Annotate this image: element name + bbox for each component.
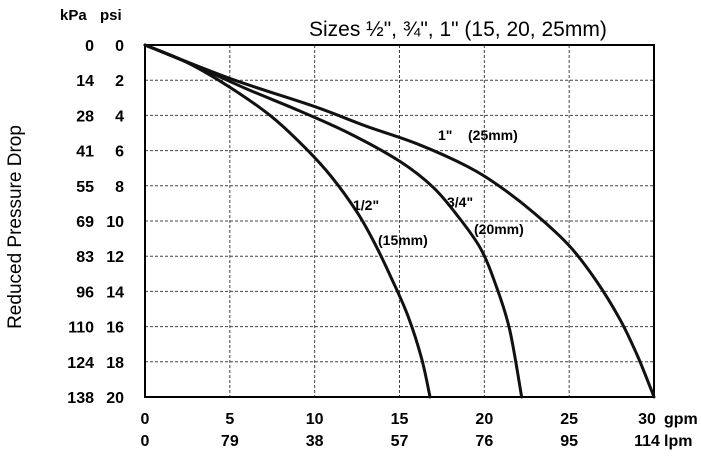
x-tick-label-lpm: 95 (560, 433, 578, 450)
y-tick-label-kpa: 55 (76, 179, 94, 196)
y-tick-label-psi: 18 (106, 355, 124, 372)
x-tick-label-lpm: 79 (221, 433, 239, 450)
y-header-psi: psi (100, 7, 122, 24)
x-tick-label-lpm: 114 (634, 433, 660, 450)
y-tick-label-kpa: 69 (76, 214, 94, 231)
x-tick-label-gpm: 25 (560, 411, 578, 428)
y-tick-label-psi: 4 (115, 108, 124, 125)
series-label: 1" (438, 127, 452, 143)
y-tick-label-kpa: 138 (67, 390, 94, 407)
x-tick-label-lpm: 76 (475, 433, 493, 450)
y-tick-label-psi: 14 (106, 284, 124, 301)
y-tick-label-psi: 16 (106, 320, 124, 337)
y-tick-label-kpa: 110 (68, 320, 94, 337)
y-axis-label: Reduced Pressure Drop (5, 125, 26, 329)
y-tick-label-kpa: 83 (76, 249, 94, 266)
y-axis-label-wrap: Reduced Pressure Drop (4, 86, 28, 368)
x-tick-label-lpm: 38 (306, 433, 324, 450)
y-tick-label-psi: 10 (106, 214, 124, 231)
x-tick-label-gpm: 5 (225, 411, 234, 428)
x-tick-label-lpm: 57 (391, 433, 409, 450)
series-labels: 1/2" (15mm) 3/4"(20mm) 1" (25mm) (353, 127, 524, 248)
y-tick-label-psi: 12 (106, 249, 124, 266)
y-tick-label-kpa: 96 (76, 284, 94, 301)
y-tick-label-psi: 2 (115, 73, 124, 90)
x-unit-lpm: lpm (664, 433, 692, 450)
series-sublabel: (20mm) (474, 221, 524, 237)
x-tick-label-gpm: 0 (141, 411, 150, 428)
y-tick-label-psi: 20 (106, 390, 124, 407)
y-tick-label-kpa: 41 (76, 144, 94, 161)
y-tick-label-kpa: 0 (85, 38, 94, 55)
x-unit-gpm: gpm (664, 411, 698, 428)
y-tick-label-kpa: 28 (76, 108, 94, 125)
x-tick-label-gpm: 10 (306, 411, 324, 428)
y-tick-label-kpa: 124 (67, 355, 94, 372)
chart-title: Sizes ½", ¾", 1" (15, 20, 25mm) (309, 18, 607, 41)
series-label: 1/2" (353, 197, 379, 213)
tick-labels: 0 0 2 14 4 28 6 41 8 55 10 69 12 83 14 96 16 110 18 124 20 13… (67, 38, 697, 450)
y-tick-label-psi: 8 (115, 179, 124, 196)
x-tick-label-gpm: 30 (638, 411, 656, 428)
x-tick-label-gpm: 20 (475, 411, 493, 428)
x-tick-label-lpm: 0 (141, 433, 150, 450)
y-tick-label-psi: 6 (115, 144, 124, 161)
grid-lines (145, 45, 654, 397)
y-tick-label-kpa: 14 (76, 73, 94, 90)
series-line (143, 43, 656, 399)
y-header-kpa: kPa (60, 7, 87, 24)
y-tick-label-psi: 0 (115, 38, 124, 55)
x-tick-label-gpm: 15 (391, 411, 409, 428)
series-label: 3/4" (447, 194, 473, 210)
plot-frame (144, 44, 655, 398)
series-line (143, 43, 524, 399)
series-line (143, 43, 432, 399)
series-lines (143, 43, 656, 399)
series-sublabel: (25mm) (468, 127, 518, 143)
series-sublabel: (15mm) (378, 232, 428, 248)
